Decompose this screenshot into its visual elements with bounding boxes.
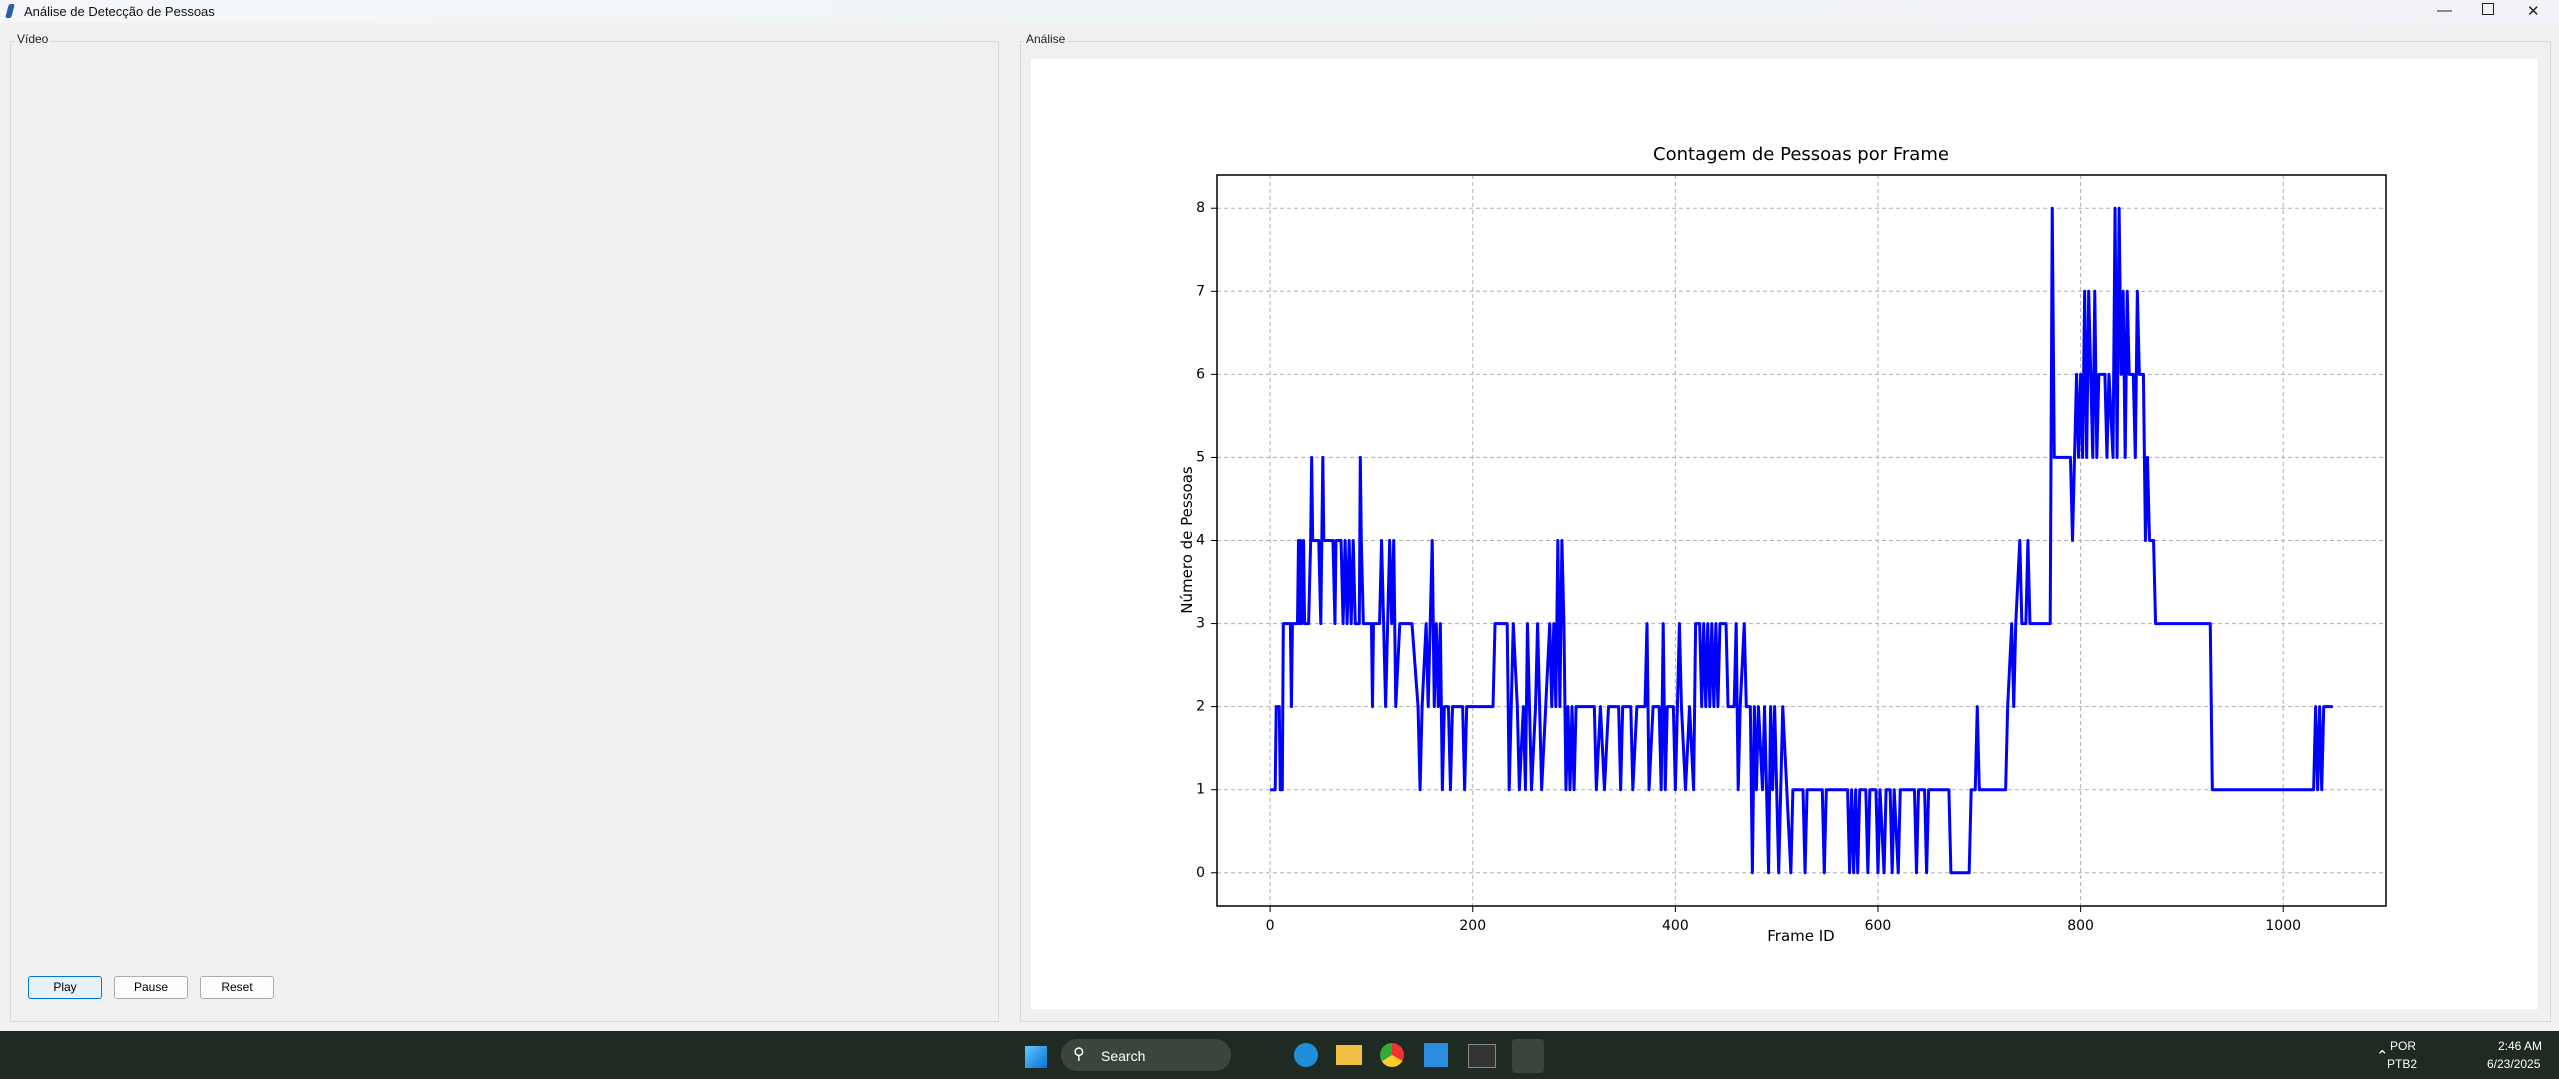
close-button[interactable]: ✕: [2527, 3, 2540, 20]
y-tick-label: 8: [1196, 200, 1205, 216]
explorer-icon[interactable]: [1336, 1045, 1362, 1065]
y-tick-label: 5: [1196, 449, 1205, 465]
search-icon: ⚲: [1073, 1046, 1085, 1063]
y-axis-label: Número de Pessoas: [1178, 466, 1196, 614]
analysis-label: Análise: [1024, 32, 1068, 46]
x-tick-label: 200: [1459, 918, 1486, 934]
app-icon: [5, 4, 15, 18]
chart-title: Contagem de Pessoas por Frame: [1653, 144, 1949, 165]
title-bar: Análise de Detecção de Pessoas — ✕: [0, 0, 2559, 23]
y-tick-label: 3: [1196, 616, 1205, 632]
x-tick-label: 600: [1865, 918, 1892, 934]
y-tick-label: 7: [1196, 283, 1205, 299]
x-tick-label: 800: [2067, 918, 2094, 934]
video-frame: [10, 41, 999, 1022]
data-line: [1270, 206, 2333, 875]
axes-frame: [1216, 174, 2387, 907]
y-tick-label: 0: [1196, 865, 1205, 881]
y-tick-label: 1: [1196, 782, 1205, 798]
y-tick-label: 6: [1196, 366, 1205, 382]
reset-button[interactable]: Reset: [200, 976, 274, 999]
keyboard-layout[interactable]: PTB2: [2387, 1057, 2418, 1071]
pause-button[interactable]: Pause: [114, 976, 188, 999]
clock-date[interactable]: 6/23/2025: [2487, 1057, 2541, 1071]
minimize-button[interactable]: —: [2437, 2, 2452, 19]
x-tick-label: 1000: [2265, 918, 2301, 934]
edge-icon[interactable]: [1294, 1043, 1318, 1067]
taskbar: Search ⚲ ⌃ POR PTB2 2:46 AM 6/23/2025: [0, 1031, 2559, 1079]
chrome-icon[interactable]: [1380, 1043, 1404, 1067]
play-button[interactable]: Play: [28, 976, 102, 999]
x-tick-label: 400: [1662, 918, 1689, 934]
window-title: Análise de Detecção de Pessoas: [24, 4, 215, 19]
search-box[interactable]: Search ⚲: [1061, 1039, 1231, 1071]
x-tick-label: 0: [1266, 918, 1275, 934]
language[interactable]: POR: [2390, 1039, 2417, 1053]
y-tick-label: 2: [1196, 699, 1205, 715]
vscode-icon[interactable]: [1424, 1043, 1448, 1067]
maximize-button[interactable]: [2482, 3, 2494, 15]
python-app-icon[interactable]: [1512, 1039, 1544, 1073]
terminal-icon[interactable]: [1468, 1044, 1496, 1068]
tray-chevron[interactable]: ⌃: [2376, 1048, 2389, 1065]
chart: Contagem de Pessoas por Frame Frame ID N…: [1031, 59, 2538, 1009]
y-tick-label: 4: [1196, 533, 1205, 549]
clock-time[interactable]: 2:46 AM: [2498, 1039, 2543, 1053]
analysis-frame: [1020, 41, 2551, 1022]
start-button[interactable]: [1025, 1046, 1047, 1068]
x-axis-label: Frame ID: [1767, 927, 1834, 945]
search-text: Search: [1101, 1048, 1146, 1064]
video-label: Vídeo: [15, 32, 51, 46]
